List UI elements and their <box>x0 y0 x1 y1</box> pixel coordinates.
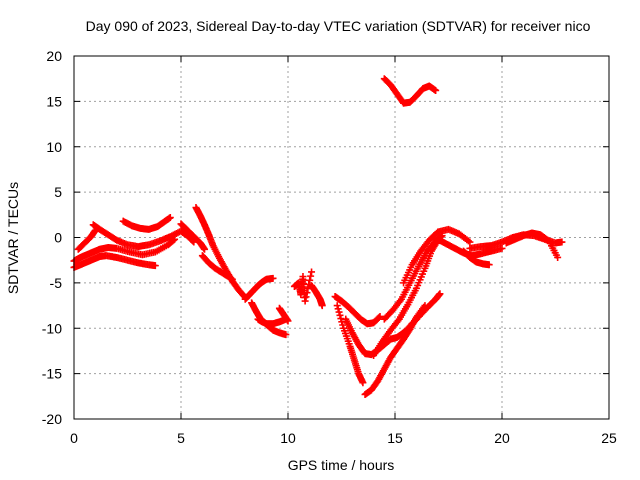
x-tick-label: 15 <box>387 430 403 446</box>
x-tick-label: 20 <box>494 430 510 446</box>
y-tick-label: -5 <box>50 275 63 291</box>
data-point <box>307 272 315 280</box>
y-tick-label: 5 <box>54 184 62 200</box>
series-arc-e <box>119 214 174 233</box>
series-arc-w <box>380 75 440 107</box>
series-arc-m <box>290 268 316 305</box>
series-arc-p <box>333 302 367 387</box>
series-arc-i <box>241 274 277 303</box>
data-point <box>303 289 311 297</box>
data-point <box>375 313 383 321</box>
data-point <box>334 305 342 313</box>
data-point <box>282 331 290 339</box>
data-point <box>558 238 566 246</box>
data-point <box>201 245 209 253</box>
series-arc-n <box>308 282 326 310</box>
y-tick-label: -10 <box>42 320 62 336</box>
data-point <box>432 86 440 94</box>
data-point <box>466 238 474 246</box>
data-point <box>151 262 159 270</box>
data-point <box>436 290 444 298</box>
data-point <box>284 317 292 325</box>
data-point <box>554 253 562 261</box>
x-tick-label: 10 <box>280 430 296 446</box>
series-arc-t <box>380 232 446 323</box>
data-point <box>302 293 310 301</box>
series-arc-b <box>70 235 179 265</box>
data-point <box>485 261 493 269</box>
series-arc-y <box>459 247 493 269</box>
x-tick-label: 25 <box>601 430 617 446</box>
data-points <box>70 75 566 398</box>
x-tick-label: 0 <box>70 430 78 446</box>
x-axis-label: GPS time / hours <box>288 457 395 473</box>
data-point <box>269 274 277 282</box>
y-axis-label: SDTVAR / TECUs <box>5 182 21 294</box>
series-arc-f <box>177 220 209 253</box>
y-tick-label: -20 <box>42 411 62 427</box>
data-point <box>335 308 343 316</box>
data-point <box>308 268 316 276</box>
series-arc-v <box>408 290 444 328</box>
data-point <box>306 276 314 284</box>
data-point <box>359 379 367 387</box>
data-point <box>301 297 309 305</box>
series-arc-c <box>74 226 99 253</box>
x-tick-label: 5 <box>177 430 185 446</box>
y-tick-label: 10 <box>46 139 62 155</box>
axes-ticks: 0 5 10 15 20 25 -20 -15 -10 -5 0 5 10 15 20 <box>42 48 617 446</box>
data-point <box>464 237 472 245</box>
data-point <box>498 244 506 252</box>
data-point <box>228 275 236 283</box>
chart-title: Day 090 of 2023, Sidereal Day-to-day VTE… <box>86 18 591 34</box>
series-arc-a <box>70 252 159 271</box>
series-arc-l <box>275 304 292 325</box>
data-point <box>318 302 326 310</box>
y-tick-label: 0 <box>54 230 62 246</box>
series-arc-d <box>89 221 198 251</box>
data-point <box>333 302 341 310</box>
series-arc-u <box>400 225 474 287</box>
data-point <box>376 312 384 320</box>
y-tick-label: 20 <box>46 48 62 64</box>
series-arc-aa <box>502 229 562 261</box>
series-arc-h <box>198 252 236 283</box>
y-tick-label: -15 <box>42 366 62 382</box>
y-tick-label: 15 <box>46 93 62 109</box>
series-arc-o <box>331 292 384 328</box>
data-point <box>166 214 174 222</box>
data-point <box>336 311 344 319</box>
